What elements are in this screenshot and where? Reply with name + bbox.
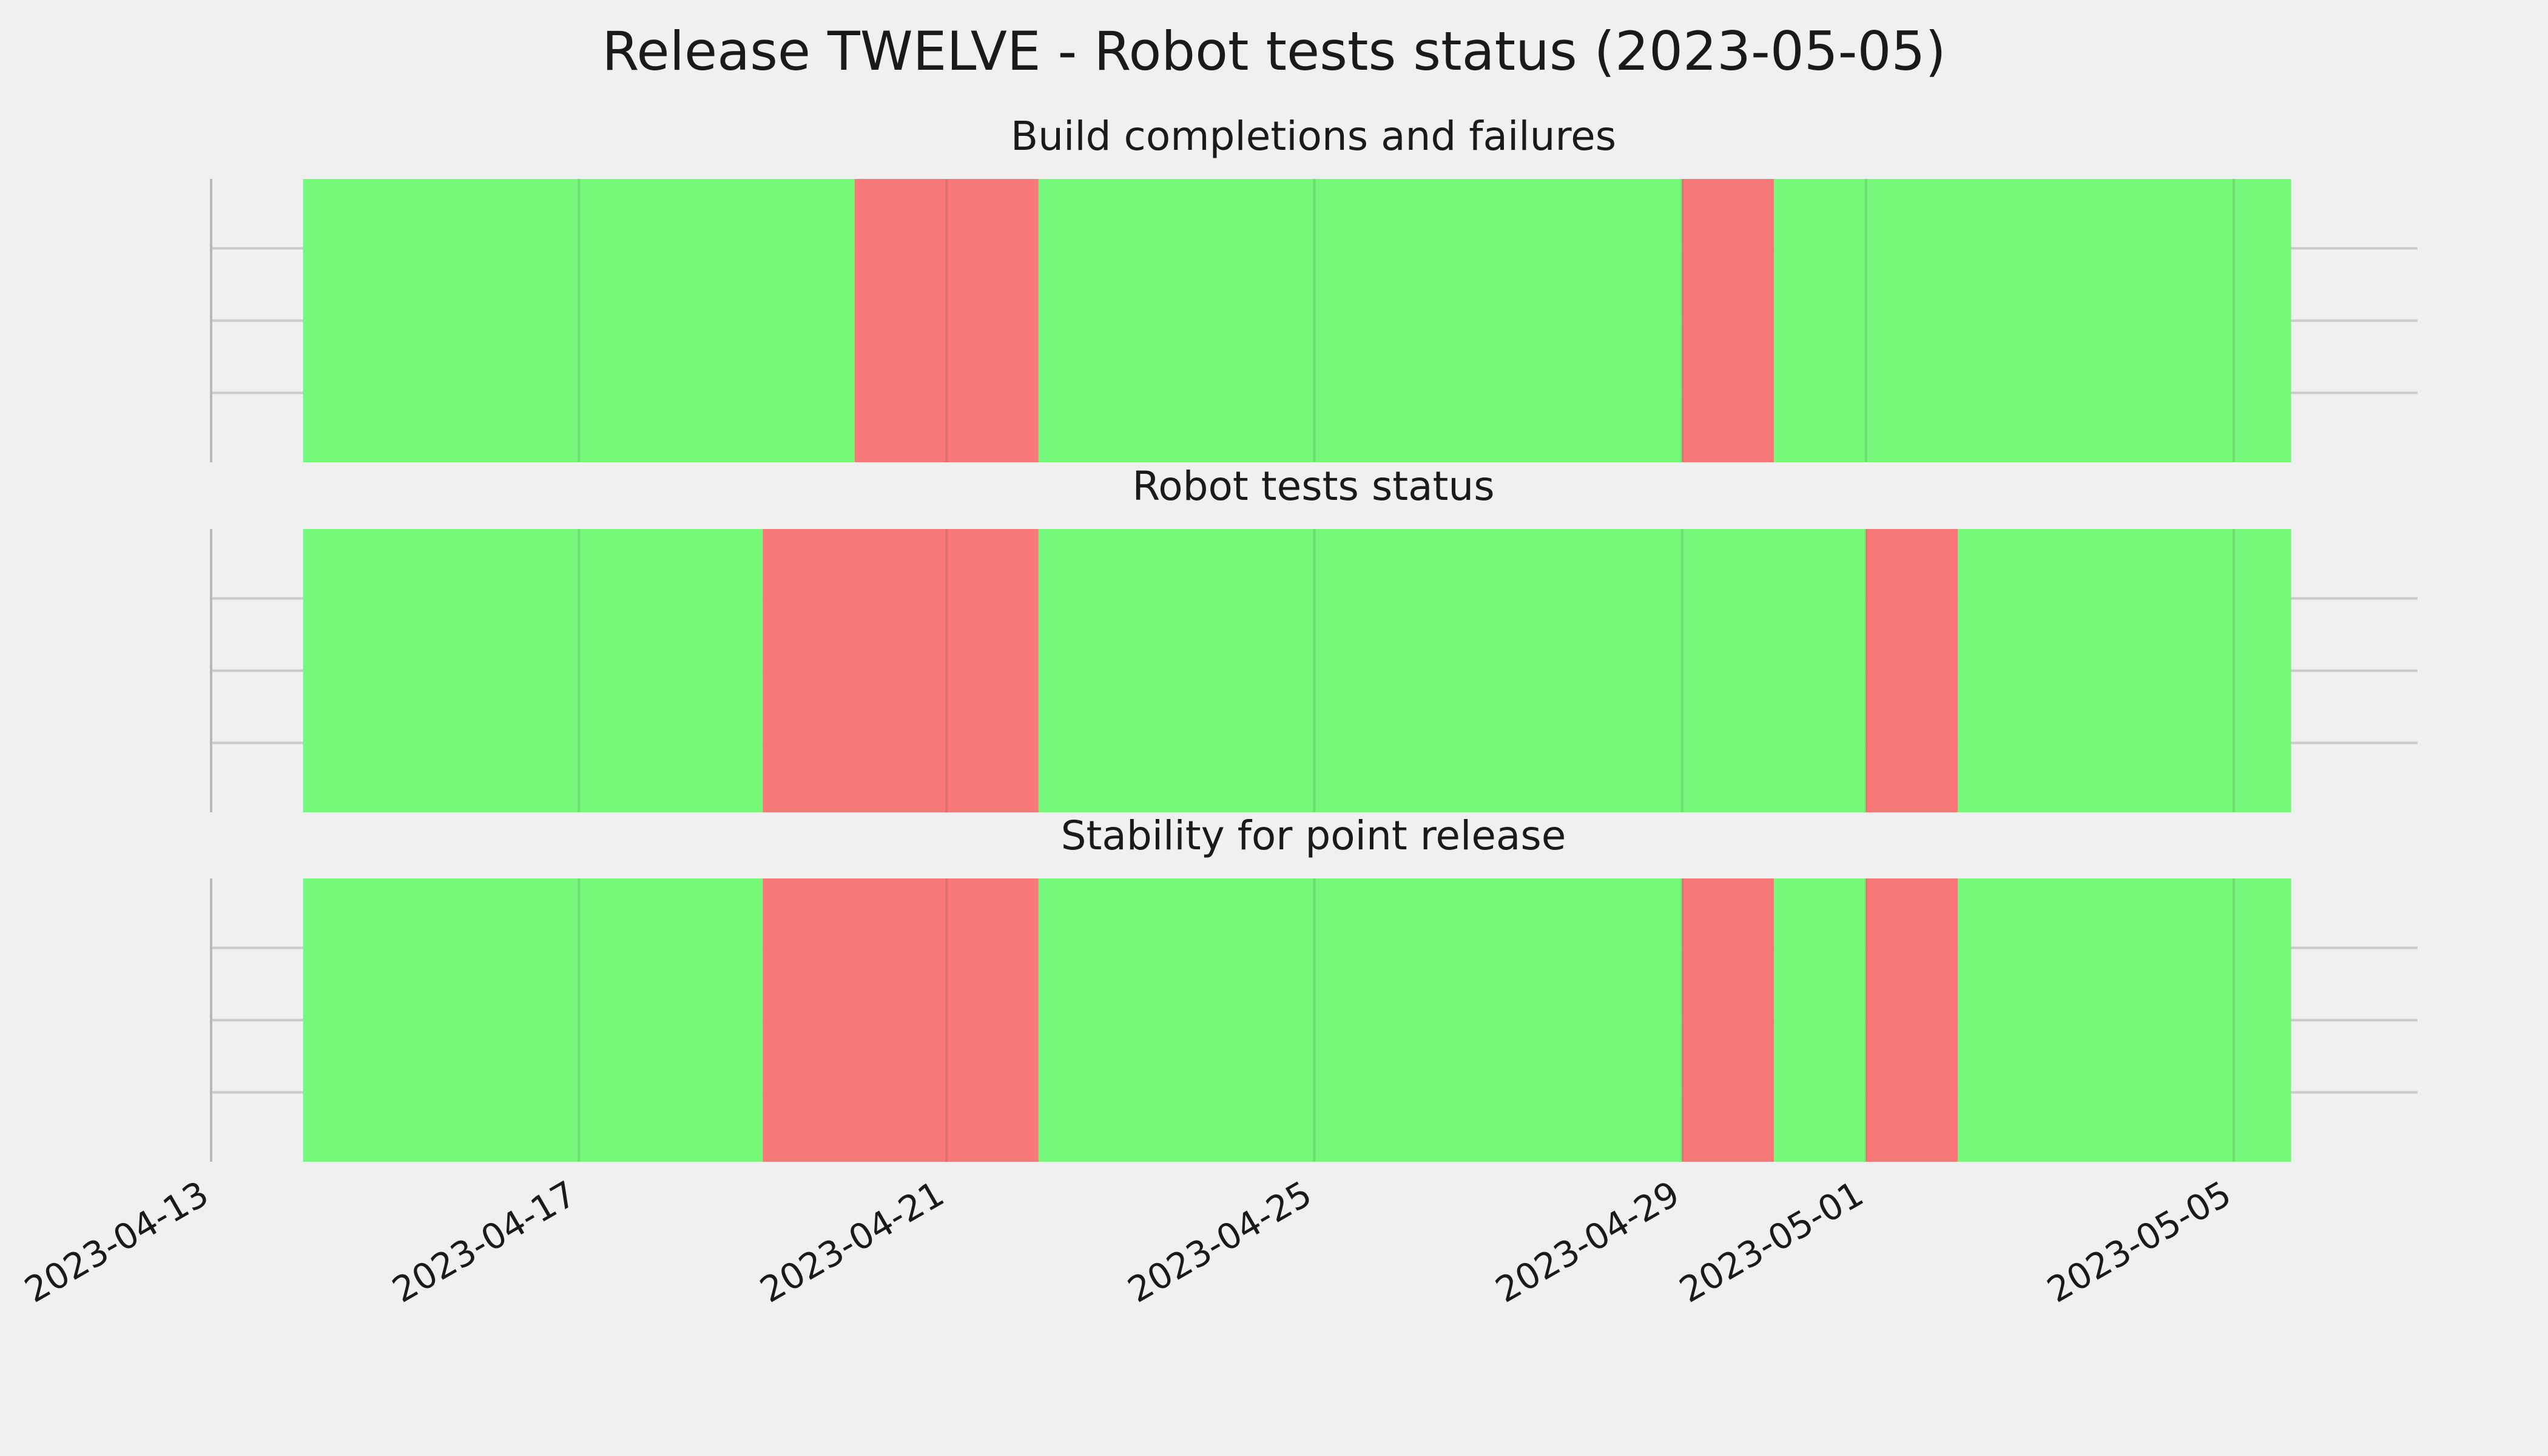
pass-segment bbox=[1038, 878, 1682, 1162]
pass-segment bbox=[1774, 179, 2291, 462]
fail-segment bbox=[763, 529, 1039, 812]
panel-title: Stability for point release bbox=[1061, 812, 1566, 859]
pass-segment bbox=[303, 529, 763, 812]
panel-3: Stability for point release bbox=[210, 812, 2418, 1162]
x-tick-label: 2023-04-21 bbox=[753, 1173, 951, 1310]
x-tick-label: 2023-04-17 bbox=[385, 1173, 583, 1310]
panel-title: Robot tests status bbox=[1132, 463, 1494, 510]
pass-segment bbox=[303, 878, 763, 1162]
fail-segment bbox=[1866, 529, 1958, 812]
fail-segment bbox=[1866, 878, 1958, 1162]
panel-2: Robot tests status bbox=[210, 463, 2418, 812]
fail-segment bbox=[854, 179, 1039, 462]
pass-segment bbox=[1038, 529, 1866, 812]
chart-title: Release TWELVE - Robot tests status (202… bbox=[602, 20, 1946, 83]
pass-segment bbox=[1958, 878, 2291, 1162]
panel-1: Build completions and failures bbox=[210, 113, 2418, 462]
pass-segment bbox=[1958, 529, 2291, 812]
x-tick-label: 2023-05-05 bbox=[2040, 1173, 2238, 1310]
panels: Build completions and failures Robot test… bbox=[210, 113, 2418, 1162]
x-tick-label: 2023-04-29 bbox=[1489, 1173, 1687, 1310]
fail-segment bbox=[1682, 179, 1774, 462]
x-tick-label: 2023-04-25 bbox=[1121, 1173, 1319, 1310]
pass-segment bbox=[303, 179, 855, 462]
x-tick-label: 2023-05-01 bbox=[1673, 1173, 1870, 1310]
x-axis: 2023-04-13 2023-04-17 2023-04-21 2023-04-25… bbox=[18, 1173, 2238, 1310]
x-tick-label: 2023-04-13 bbox=[18, 1173, 215, 1310]
fail-segment bbox=[1682, 878, 1774, 1162]
fail-segment bbox=[763, 878, 1039, 1162]
pass-segment bbox=[1774, 878, 1866, 1162]
pass-segment bbox=[1038, 179, 1682, 462]
panel-title: Build completions and failures bbox=[1011, 113, 1616, 160]
